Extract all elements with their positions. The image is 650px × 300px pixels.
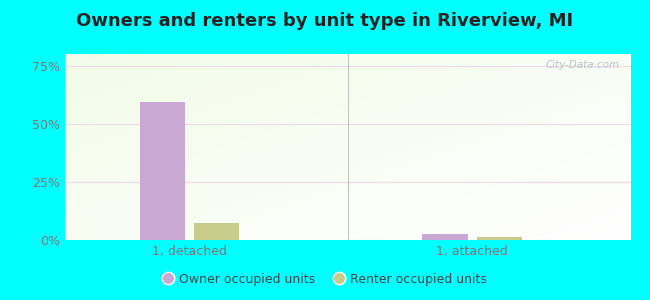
Bar bbox=[422, 234, 467, 240]
Bar bbox=[476, 236, 522, 240]
Text: Owners and renters by unit type in Riverview, MI: Owners and renters by unit type in River… bbox=[77, 12, 573, 30]
Bar bbox=[140, 102, 185, 240]
Bar bbox=[194, 223, 239, 240]
Legend: Owner occupied units, Renter occupied units: Owner occupied units, Renter occupied un… bbox=[158, 268, 492, 291]
Text: City-Data.com: City-Data.com bbox=[545, 60, 619, 70]
